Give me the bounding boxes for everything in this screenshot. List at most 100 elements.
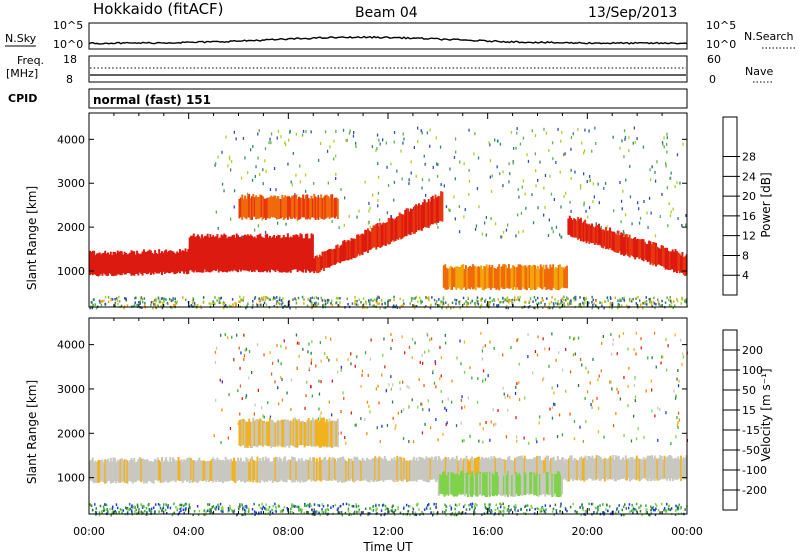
scatter-point: [365, 300, 367, 304]
echo-column: [636, 238, 639, 258]
scatter-point: [302, 347, 304, 351]
scatter-point: [558, 351, 560, 355]
scatter-point: [453, 155, 456, 159]
scatter-point: [493, 303, 495, 306]
scatter-point: [213, 301, 216, 305]
scatter-point: [489, 159, 492, 163]
echo-column: [215, 460, 217, 483]
echo-column: [147, 460, 150, 482]
echo-column: [646, 243, 649, 262]
scatter-point: [423, 350, 426, 354]
scatter-point: [631, 222, 633, 226]
scatter-point: [509, 395, 511, 399]
scatter-point: [424, 422, 426, 426]
echo-column: [336, 457, 339, 483]
echo-column: [539, 264, 542, 289]
echo-column: [535, 268, 538, 290]
echo-column: [317, 257, 320, 274]
echo-column: [90, 251, 93, 275]
scatter-point: [477, 300, 479, 303]
scatter-point: [324, 352, 326, 356]
echo-column: [394, 218, 397, 241]
echo-column: [89, 250, 91, 276]
echo-column: [203, 236, 206, 270]
echo-column: [238, 420, 241, 446]
scatter-point: [384, 306, 387, 309]
echo-column: [248, 461, 251, 481]
scatter-point: [461, 395, 463, 399]
echo-column: [291, 456, 294, 483]
scatter-point: [166, 512, 168, 515]
scatter-point: [415, 305, 418, 308]
scatter-point: [281, 398, 284, 402]
scatter-point: [464, 512, 467, 515]
scatter-point: [421, 402, 423, 406]
scatter-point: [589, 381, 591, 385]
echo-column: [502, 475, 505, 495]
scatter-point: [526, 153, 528, 157]
echo-column: [194, 460, 197, 481]
echo-column: [644, 459, 647, 479]
scatter-point: [212, 505, 215, 508]
echo-column: [620, 232, 623, 255]
scatter-point: [490, 189, 493, 193]
scatter-point: [492, 408, 494, 412]
scatter-point: [161, 296, 164, 300]
scatter-point: [415, 503, 418, 506]
scatter-point: [337, 296, 340, 300]
scatter-point: [214, 350, 217, 354]
scatter-point: [154, 299, 156, 302]
scatter-point: [403, 408, 405, 411]
scatter-point: [440, 356, 443, 360]
echo-column: [480, 265, 483, 288]
echo-column: [349, 241, 352, 260]
scatter-point: [425, 296, 427, 299]
echo-column: [582, 221, 585, 242]
scatter-point: [263, 420, 265, 424]
scatter-point: [507, 394, 509, 398]
scatter-point: [667, 344, 669, 348]
echo-column: [321, 459, 324, 481]
echo-column: [516, 475, 519, 496]
scatter-point: [358, 209, 360, 213]
echo-column: [245, 421, 248, 448]
scatter-point: [380, 298, 383, 302]
echo-column: [199, 460, 202, 481]
scatter-point: [228, 157, 231, 161]
echo-column: [270, 195, 273, 217]
scatter-point: [321, 508, 323, 511]
scatter-point: [150, 303, 152, 307]
echo-column: [553, 269, 556, 289]
colorbar-tick-label: 24: [742, 170, 756, 183]
scatter-point: [645, 300, 648, 303]
echo-column: [325, 250, 328, 268]
scatter-point: [163, 503, 165, 506]
scatter-point: [328, 400, 330, 404]
scatter-point: [308, 342, 310, 346]
scatter-point: [432, 511, 435, 514]
scatter-point: [570, 168, 572, 172]
nsky-strip: N.Sky 10^5 10^0 10^5 10^0 N.Search: [5, 19, 795, 51]
scatter-point: [369, 357, 371, 361]
echo-column: [532, 458, 534, 482]
scatter-point: [588, 502, 590, 506]
scatter-point: [379, 440, 381, 444]
scatter-point: [222, 306, 225, 310]
scatter-point: [620, 199, 623, 203]
scatter-point: [530, 504, 532, 508]
echo-column: [212, 235, 215, 271]
scatter-point: [511, 298, 514, 302]
scatter-point: [380, 509, 383, 512]
echo-column: [303, 198, 306, 218]
scatter-point: [579, 358, 582, 361]
echo-column: [475, 473, 478, 497]
echo-column: [111, 255, 114, 276]
scatter-point: [124, 297, 126, 300]
scatter-point: [648, 298, 651, 301]
scatter-point: [609, 380, 611, 384]
scatter-point: [441, 306, 443, 310]
scatter-point: [357, 504, 360, 508]
scatter-point: [502, 502, 504, 506]
scatter-point: [635, 352, 637, 356]
scatter-point: [212, 300, 214, 303]
